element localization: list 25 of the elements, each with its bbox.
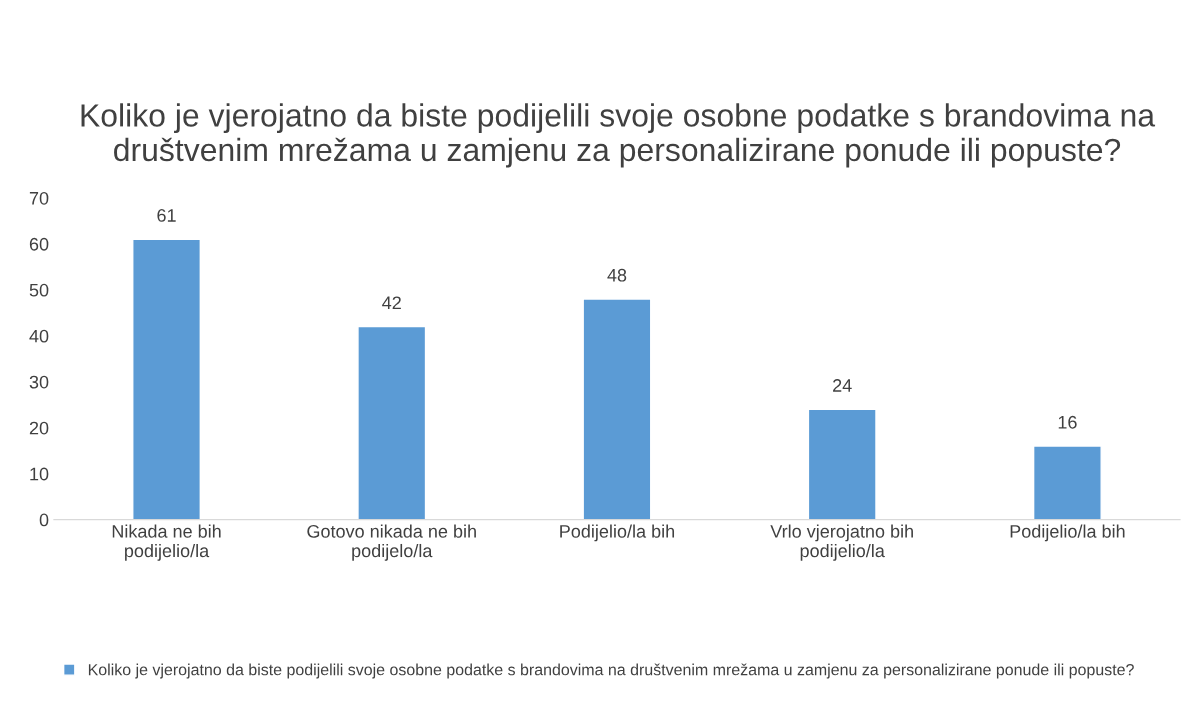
y-tick-label: 0 xyxy=(39,513,49,527)
data-label: 61 xyxy=(157,209,176,222)
y-tick-label: 60 xyxy=(29,237,49,251)
data-label: 42 xyxy=(382,296,401,309)
bar xyxy=(807,408,877,520)
bar xyxy=(357,325,427,520)
legend-label: Koliko je vjerojatno da biste podijelili svoje osobne podatke s brandovima na društvenim mrežama u zamjenu za personalizirane ponude ili popuste? xyxy=(88,663,1134,679)
chart-title: Koliko je vjerojatno da biste podijelili svoje osobne podatke s brandovima na društvenim mrežama u zamjenu za personalizirane ponude ili popuste? xyxy=(81,103,1156,168)
x-tick-label: Podijelio/la bih xyxy=(1010,524,1125,542)
data-label: 48 xyxy=(607,268,627,282)
y-tick-label: 40 xyxy=(29,329,49,343)
data-label: 16 xyxy=(1058,415,1077,429)
bar xyxy=(582,298,652,520)
y-tick-label: 70 xyxy=(29,191,49,205)
x-tick-label: Podijelio/la bih xyxy=(560,524,675,542)
bar xyxy=(1032,445,1102,520)
bar xyxy=(132,238,202,520)
y-tick-label: 50 xyxy=(29,283,49,297)
y-tick-label: 30 xyxy=(29,375,49,389)
x-tick-label: Gotovo nikada ne bih podijelo/la xyxy=(307,524,476,561)
x-tick-label: Vrlo vjerojatno bih podijelio/la xyxy=(770,524,913,561)
y-tick-label: 20 xyxy=(29,421,49,435)
data-label: 24 xyxy=(833,379,852,392)
y-tick-label: 10 xyxy=(30,467,49,481)
x-tick-label: Nikada ne bih podijelio/la xyxy=(112,524,221,561)
